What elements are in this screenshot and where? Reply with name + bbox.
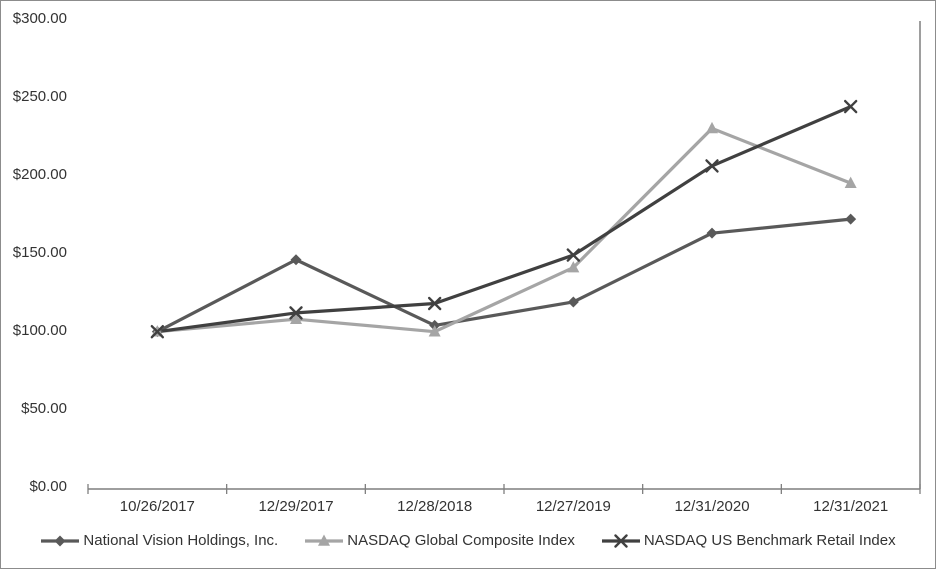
y-tick-label: $150.00: [12, 244, 67, 261]
data-point-diamond: [567, 296, 579, 308]
data-point-x: [427, 296, 442, 311]
data-point-x: [843, 99, 858, 114]
series-line-x: [157, 105, 852, 334]
legend-item-nasdaq-global-composite: NASDAQ Global Composite Index: [304, 532, 575, 549]
data-point-x: [289, 306, 303, 320]
diamond-marker-icon: [41, 535, 80, 546]
data-point-diamond: [290, 254, 302, 266]
data-point-triangle: [428, 325, 441, 337]
legend-label: NASDAQ Global Composite Index: [347, 532, 575, 549]
data-point-x: [566, 248, 581, 262]
y-tick-label: $250.00: [12, 88, 67, 105]
data-point-triangle: [844, 176, 857, 188]
legend-label: NASDAQ US Benchmark Retail Index: [643, 532, 896, 549]
x-axis-labels: 10/26/2017 12/29/2017 12/28/2018 12/27/2…: [88, 498, 920, 516]
legend-glyph: [318, 534, 331, 546]
legend-item-national-vision: National Vision Holdings, Inc.: [40, 532, 278, 549]
y-axis-labels: $0.00 $50.00 $100.00 $150.00 $200.00 $25…: [1, 1, 67, 568]
data-point-x: [705, 159, 719, 173]
data-point-x: [150, 324, 165, 339]
series-line-diamond: [156, 217, 851, 334]
data-point-triangle: [706, 121, 718, 134]
y-tick-label: $100.00: [12, 322, 67, 339]
y-tick-label: $50.00: [21, 400, 67, 417]
legend-item-nasdaq-us-benchmark-retail: NASDAQ US Benchmark Retail Index: [601, 532, 896, 549]
series-line-triangle: [157, 126, 852, 334]
legend-glyph: [54, 535, 66, 546]
legend-label: National Vision Holdings, Inc.: [83, 532, 279, 549]
x-tick-label: 12/29/2017: [258, 498, 334, 515]
x-marker-icon: [601, 533, 640, 548]
data-point-triangle: [567, 261, 580, 273]
data-point-diamond: [845, 213, 857, 225]
y-tick-label: $200.00: [12, 166, 67, 183]
data-point-triangle: [290, 312, 302, 324]
y-tick-label: $300.00: [12, 10, 67, 27]
y-tick-label: $0.00: [29, 478, 67, 495]
chart-legend: National Vision Holdings, Inc. NASDAQ Gl…: [1, 532, 935, 549]
x-tick-label: 12/27/2019: [535, 498, 611, 515]
x-tick-label: 12/28/2018: [397, 498, 473, 515]
triangle-marker-icon: [305, 534, 344, 546]
x-tick-label: 12/31/2021: [813, 498, 889, 515]
x-tick-label: 12/31/2020: [674, 498, 750, 515]
data-point-diamond: [706, 227, 718, 239]
legend-glyph: [614, 533, 628, 548]
x-tick-label: 10/26/2017: [119, 498, 195, 515]
